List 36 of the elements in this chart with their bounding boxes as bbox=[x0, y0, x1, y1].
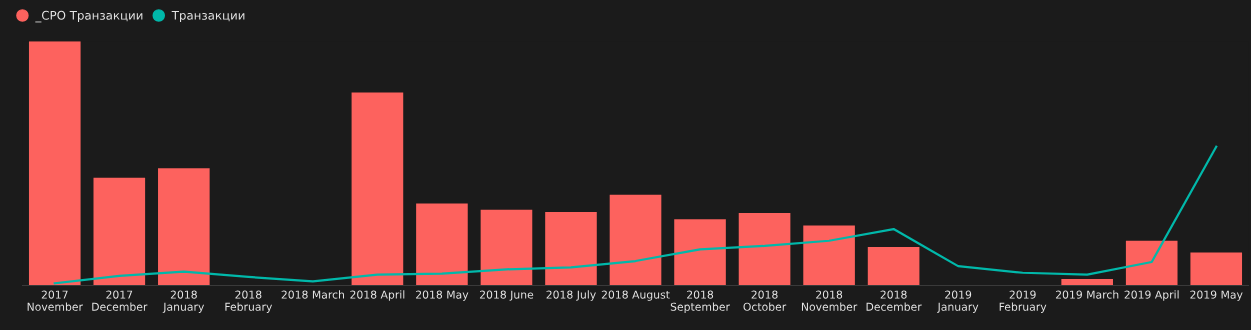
x-tick-label: 2017 December bbox=[92, 290, 148, 311]
x-tick-label: 2019 January bbox=[937, 290, 979, 313]
bar bbox=[1061, 279, 1113, 286]
x-tick-label: 2018 April bbox=[350, 290, 405, 301]
x-tick-label: 2018 July bbox=[546, 290, 596, 301]
bar bbox=[1125, 240, 1178, 286]
bar bbox=[93, 177, 146, 286]
bar bbox=[803, 225, 855, 286]
x-tick-label: 2019 March bbox=[1055, 290, 1119, 299]
x-tick-label: 2019 February bbox=[999, 290, 1047, 313]
x-tick-label: 2018 June bbox=[479, 290, 534, 301]
bar bbox=[416, 203, 468, 286]
x-tick-label: 2018 December bbox=[866, 290, 922, 311]
bar bbox=[674, 219, 726, 286]
x-tick-label: 2018 August bbox=[601, 290, 670, 301]
x-tick-label: 2018 February bbox=[225, 290, 273, 313]
bar bbox=[609, 194, 662, 286]
x-tick-label: 2018 November bbox=[801, 290, 858, 311]
x-tick-label: 2018 March bbox=[281, 290, 344, 299]
legend-label: _CPO Транзакции bbox=[35, 10, 143, 23]
x-tick-label: 2019 April bbox=[1124, 290, 1179, 301]
x-tick-label: 2017 November bbox=[27, 290, 83, 311]
x-tick-label: 2018 January bbox=[162, 290, 205, 313]
x-tick-label: 2018 September bbox=[670, 290, 730, 313]
bar bbox=[351, 92, 404, 286]
bar bbox=[545, 211, 597, 286]
bar bbox=[158, 168, 210, 286]
x-tick-label: 2018 October bbox=[743, 290, 787, 311]
bar bbox=[1190, 252, 1243, 286]
legend-label: Транзакции bbox=[171, 10, 245, 23]
bar bbox=[738, 212, 791, 286]
x-tick-label: 2019 May bbox=[1190, 290, 1243, 301]
bar bbox=[867, 247, 920, 286]
x-tick-label: 2018 May bbox=[416, 290, 469, 301]
bar bbox=[480, 209, 533, 286]
bar bbox=[28, 41, 81, 286]
